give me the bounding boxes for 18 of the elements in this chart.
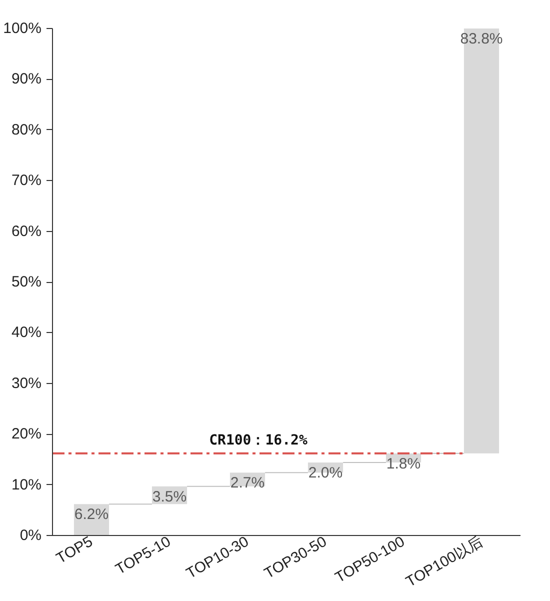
data-label: 2.7% [230, 474, 265, 492]
y-tick-label: 90% [11, 70, 42, 88]
y-tick-label: 100% [3, 20, 42, 37]
ref-line-label: CR100：16.2% [209, 432, 308, 448]
data-label: 6.2% [74, 506, 109, 524]
y-tick-label: 10% [11, 476, 42, 494]
data-label: 2.0% [308, 464, 343, 482]
y-tick-label: 70% [11, 172, 42, 190]
y-tick-label: 40% [11, 324, 42, 342]
y-tick-label: 0% [20, 527, 42, 544]
y-tick-label: 80% [11, 121, 42, 138]
y-tick-label: 20% [11, 426, 42, 443]
data-label: 3.5% [152, 488, 187, 506]
y-tick-label: 60% [11, 222, 42, 240]
y-tick-label: 50% [11, 274, 42, 290]
data-label: 83.8% [460, 30, 503, 48]
data-label: 1.8% [386, 455, 421, 472]
y-tick-label: 30% [11, 374, 42, 392]
